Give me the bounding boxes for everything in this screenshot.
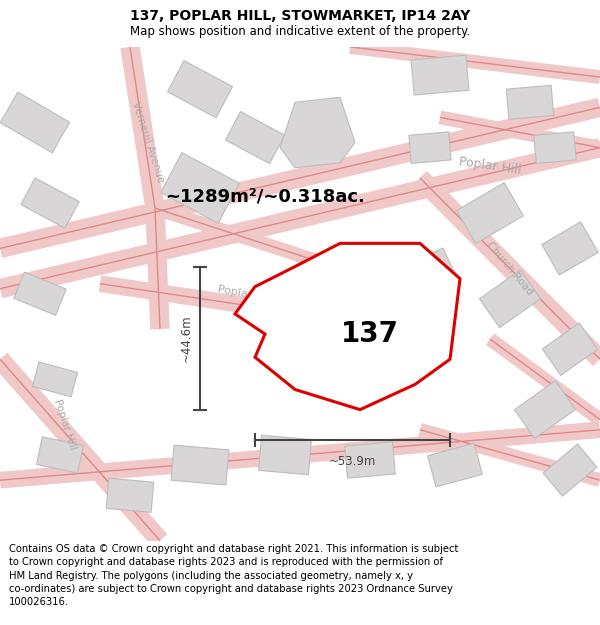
Text: Poplar Hill: Poplar Hill xyxy=(217,284,274,304)
Bar xyxy=(14,272,66,316)
Bar xyxy=(167,61,232,118)
Bar xyxy=(344,442,395,478)
Bar xyxy=(542,323,598,376)
Bar xyxy=(106,478,154,512)
Bar xyxy=(506,85,554,119)
Text: Contains OS data © Crown copyright and database right 2021. This information is : Contains OS data © Crown copyright and d… xyxy=(9,544,458,607)
Text: ~44.6m: ~44.6m xyxy=(179,314,193,362)
Text: Verneuil Avenue: Verneuil Avenue xyxy=(130,101,166,184)
Text: Map shows position and indicative extent of the property.: Map shows position and indicative extent… xyxy=(130,24,470,38)
Bar xyxy=(171,445,229,485)
Bar xyxy=(479,270,541,328)
Text: Church Road: Church Road xyxy=(485,240,535,298)
Bar xyxy=(411,55,469,95)
Bar xyxy=(0,92,70,153)
Bar xyxy=(161,152,239,223)
Bar xyxy=(37,437,83,473)
Bar xyxy=(543,444,597,496)
Bar xyxy=(534,132,576,164)
Bar xyxy=(21,178,79,228)
Text: 137: 137 xyxy=(341,320,399,348)
Bar xyxy=(226,111,284,164)
Bar xyxy=(32,362,77,397)
Bar xyxy=(409,132,451,164)
Bar xyxy=(402,248,458,299)
Bar xyxy=(259,435,311,475)
Text: Poplar Hill: Poplar Hill xyxy=(458,155,522,177)
Text: ~53.9m: ~53.9m xyxy=(329,455,376,468)
Polygon shape xyxy=(235,243,460,409)
Text: 137, POPLAR HILL, STOWMARKET, IP14 2AY: 137, POPLAR HILL, STOWMARKET, IP14 2AY xyxy=(130,9,470,23)
Polygon shape xyxy=(280,98,355,168)
Text: ~1289m²/~0.318ac.: ~1289m²/~0.318ac. xyxy=(165,187,365,205)
Bar xyxy=(428,443,482,487)
Bar xyxy=(514,381,575,439)
Bar xyxy=(457,182,523,244)
Bar xyxy=(542,222,598,275)
Text: Poplar Hill: Poplar Hill xyxy=(52,398,78,451)
